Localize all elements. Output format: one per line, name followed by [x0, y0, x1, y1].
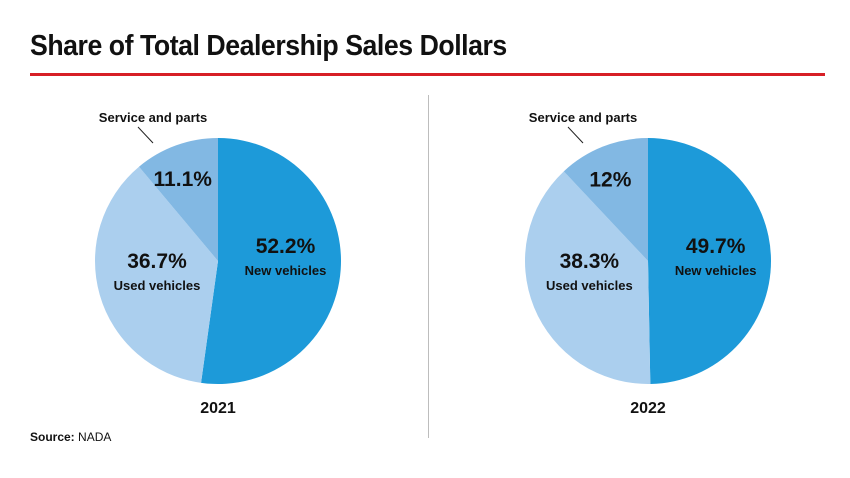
pie-slice-new-vehicles [201, 138, 342, 384]
pie-slice-service-and-parts [139, 138, 218, 261]
year-label-2021: 2021 [200, 400, 236, 417]
service-and-parts-leader-line [137, 126, 154, 144]
value-label-service-and-parts: 11.1% [154, 168, 213, 191]
source-label: Source: [30, 430, 75, 444]
source-value: NADA [78, 430, 112, 444]
pie-slice-new-vehicles [648, 138, 771, 384]
category-label-new-vehicles: New vehicles [245, 263, 327, 278]
value-label-used-vehicles: 38.3% [560, 250, 620, 273]
source-note: Source: NADA [30, 430, 111, 444]
service-and-parts-leader-line [567, 126, 584, 144]
category-label-service-and-parts: Service and parts [529, 110, 637, 125]
year-label-2022: 2022 [630, 400, 666, 417]
category-label-service-and-parts: Service and parts [99, 110, 207, 125]
category-label-used-vehicles: Used vehicles [114, 278, 201, 293]
category-label-used-vehicles: Used vehicles [546, 278, 633, 293]
category-label-new-vehicles: New vehicles [675, 263, 757, 278]
chart-title: Share of Total Dealership Sales Dollars [30, 30, 507, 62]
pie-slice-service-and-parts [563, 138, 648, 261]
value-label-new-vehicles: 52.2% [256, 235, 316, 258]
pie-slice-used-vehicles [95, 166, 218, 383]
value-label-new-vehicles: 49.7% [686, 235, 746, 258]
pie-slice-used-vehicles [524, 171, 651, 384]
value-label-service-and-parts: 12% [589, 169, 631, 192]
value-label-used-vehicles: 36.7% [127, 250, 187, 273]
title-underline [30, 73, 825, 76]
panel-divider [428, 95, 429, 438]
